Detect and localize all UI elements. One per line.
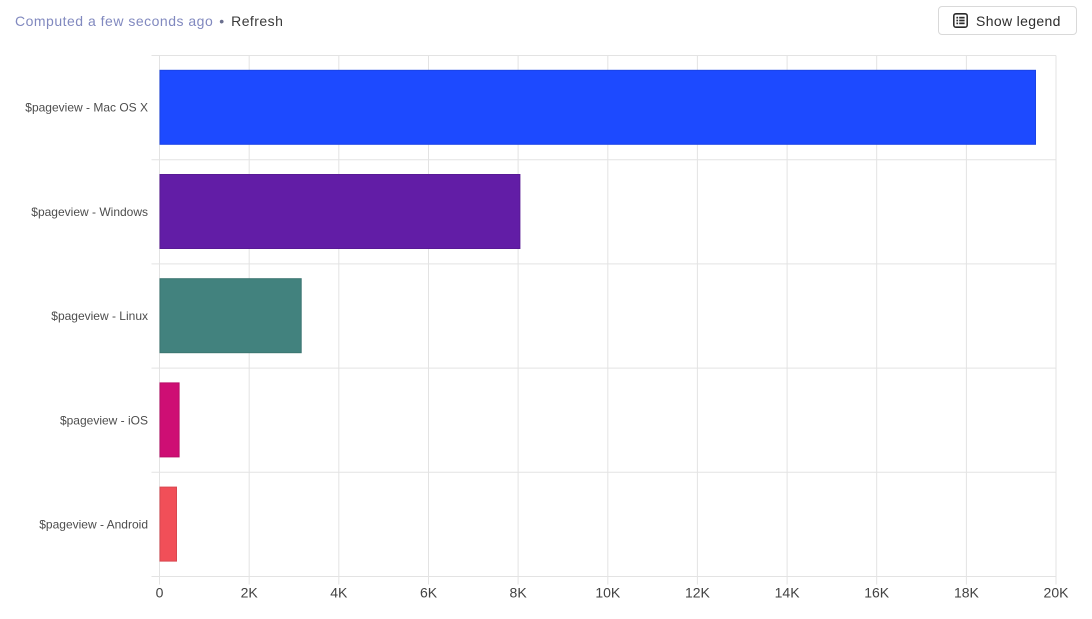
- svg-text:16K: 16K: [864, 585, 890, 601]
- svg-text:10K: 10K: [595, 585, 621, 601]
- svg-text:4K: 4K: [330, 585, 348, 601]
- svg-text:18K: 18K: [954, 585, 980, 601]
- svg-text:$pageview - Linux: $pageview - Linux: [51, 309, 148, 323]
- svg-text:$pageview - Windows: $pageview - Windows: [31, 205, 148, 219]
- svg-text:2K: 2K: [241, 585, 259, 601]
- svg-text:0: 0: [156, 585, 164, 601]
- svg-text:12K: 12K: [685, 585, 711, 601]
- svg-text:$pageview - Android: $pageview - Android: [39, 518, 148, 532]
- svg-text:8K: 8K: [510, 585, 528, 601]
- svg-text:14K: 14K: [775, 585, 801, 601]
- svg-text:20K: 20K: [1044, 585, 1070, 601]
- svg-text:6K: 6K: [420, 585, 438, 601]
- svg-text:$pageview - Mac OS X: $pageview - Mac OS X: [25, 101, 148, 115]
- svg-text:$pageview - iOS: $pageview - iOS: [60, 413, 148, 427]
